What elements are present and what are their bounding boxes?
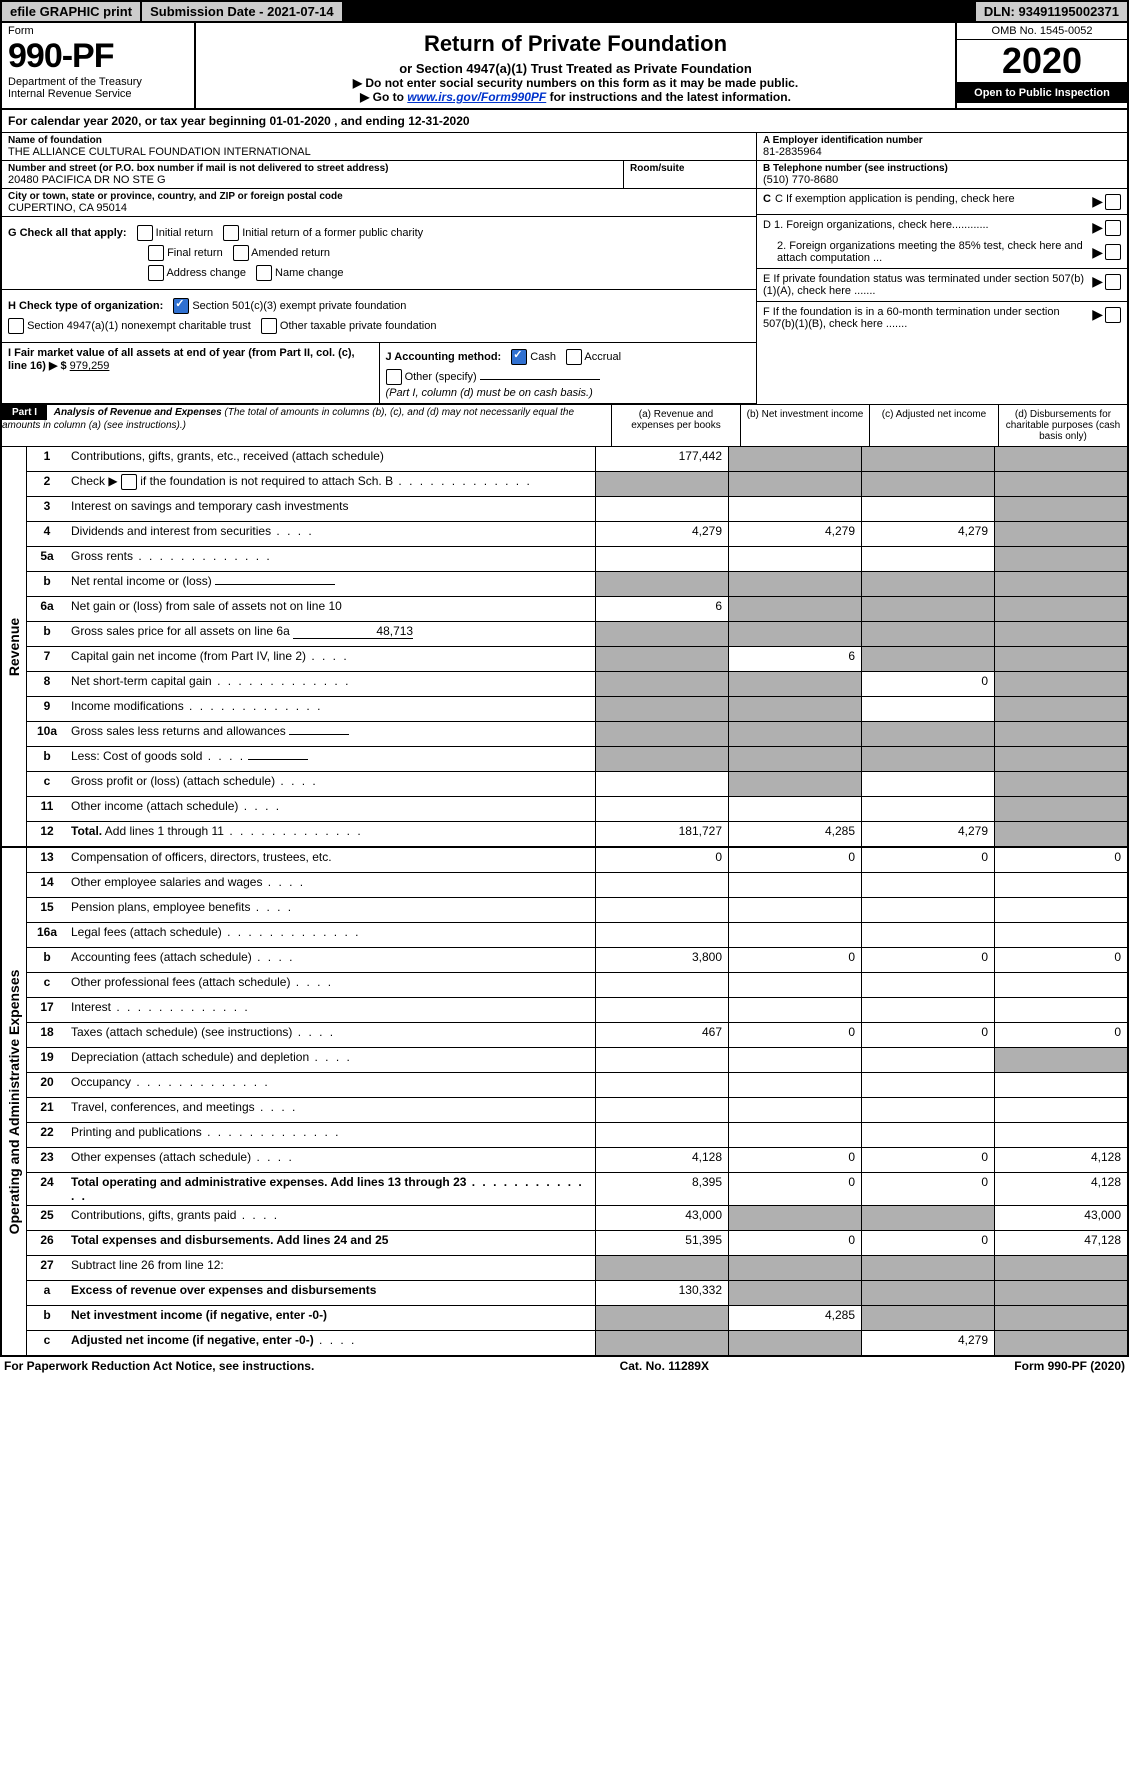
header-right: OMB No. 1545-0052 2020 Open to Public In…	[955, 23, 1127, 108]
col-a-head: (a) Revenue and expenses per books	[611, 405, 740, 446]
chk-initial[interactable]	[137, 225, 153, 241]
form-subtitle: or Section 4947(a)(1) Trust Treated as P…	[204, 61, 947, 76]
section-i: I Fair market value of all assets at end…	[2, 343, 380, 403]
paperwork-notice: For Paperwork Reduction Act Notice, see …	[4, 1359, 314, 1373]
chk-4947[interactable]	[8, 318, 24, 334]
chk-name-change[interactable]	[256, 265, 272, 281]
phone-cell: B Telephone number (see instructions) (5…	[757, 161, 1127, 189]
chk-addr-change[interactable]	[148, 265, 164, 281]
chk-d1[interactable]	[1105, 220, 1121, 236]
room-cell: Room/suite	[624, 161, 756, 189]
identity-block: Name of foundation THE ALLIANCE CULTURAL…	[0, 133, 1129, 404]
form-word: Form	[8, 25, 188, 37]
efile-label: efile GRAPHIC print	[2, 2, 140, 21]
dln: DLN: 93491195002371	[976, 2, 1127, 21]
col-c-head: (c) Adjusted net income	[869, 405, 998, 446]
header-center: Return of Private Foundation or Section …	[196, 23, 955, 108]
col-d-head: (d) Disbursements for charitable purpose…	[998, 405, 1127, 446]
address-cell: Number and street (or P.O. box number if…	[2, 161, 624, 189]
tax-year: 2020	[957, 40, 1127, 83]
revenue-section: Revenue 1Contributions, gifts, grants, e…	[0, 447, 1129, 848]
form-title: Return of Private Foundation	[204, 31, 947, 57]
open-inspection: Open to Public Inspection	[957, 83, 1127, 103]
form-link[interactable]: www.irs.gov/Form990PF	[407, 90, 546, 104]
form-header: Form 990-PF Department of the Treasury I…	[0, 23, 1129, 110]
section-f: F If the foundation is in a 60-month ter…	[757, 302, 1127, 334]
city-cell: City or town, state or province, country…	[2, 189, 756, 217]
foundation-name-cell: Name of foundation THE ALLIANCE CULTURAL…	[2, 133, 756, 161]
top-bar: efile GRAPHIC print Submission Date - 20…	[0, 0, 1129, 23]
form-ref: Form 990-PF (2020)	[1014, 1359, 1125, 1373]
chk-schb[interactable]	[121, 474, 137, 490]
chk-other-method[interactable]	[386, 369, 402, 385]
chk-d2[interactable]	[1105, 244, 1121, 260]
section-h: H Check type of organization: Section 50…	[2, 290, 756, 343]
chk-c[interactable]	[1105, 194, 1121, 210]
calendar-year-row: For calendar year 2020, or tax year begi…	[0, 110, 1129, 133]
chk-amended[interactable]	[233, 245, 249, 261]
chk-accrual[interactable]	[566, 349, 582, 365]
chk-final[interactable]	[148, 245, 164, 261]
chk-e[interactable]	[1105, 274, 1121, 290]
part1-header: Part I Analysis of Revenue and Expenses …	[0, 404, 1129, 447]
chk-501c3[interactable]	[173, 298, 189, 314]
expenses-section: Operating and Administrative Expenses 13…	[0, 848, 1129, 1357]
submission-date: Submission Date - 2021-07-14	[142, 2, 342, 21]
section-g: G Check all that apply: Initial return I…	[2, 217, 756, 290]
section-e: E If private foundation status was termi…	[757, 269, 1127, 302]
chk-f[interactable]	[1105, 307, 1121, 323]
ein-cell: A Employer identification number 81-2835…	[757, 133, 1127, 161]
chk-initial-former[interactable]	[223, 225, 239, 241]
chk-other-tax[interactable]	[261, 318, 277, 334]
omb: OMB No. 1545-0052	[957, 23, 1127, 40]
instr-2: ▶ Go to www.irs.gov/Form990PF for instru…	[204, 90, 947, 104]
section-c: CC If exemption application is pending, …	[757, 189, 1127, 215]
cat-no: Cat. No. 11289X	[620, 1359, 709, 1373]
section-j: J Accounting method: Cash Accrual Other …	[380, 343, 757, 403]
revenue-label: Revenue	[2, 447, 27, 846]
header-left: Form 990-PF Department of the Treasury I…	[2, 23, 196, 108]
page-footer: For Paperwork Reduction Act Notice, see …	[0, 1357, 1129, 1375]
instr-1: ▶ Do not enter social security numbers o…	[204, 76, 947, 90]
irs: Internal Revenue Service	[8, 88, 188, 100]
dept: Department of the Treasury	[8, 76, 188, 88]
col-b-head: (b) Net investment income	[740, 405, 869, 446]
chk-cash[interactable]	[511, 349, 527, 365]
expenses-label: Operating and Administrative Expenses	[2, 848, 27, 1355]
form-number: 990-PF	[8, 37, 188, 76]
section-d: D 1. Foreign organizations, check here..…	[757, 215, 1127, 269]
